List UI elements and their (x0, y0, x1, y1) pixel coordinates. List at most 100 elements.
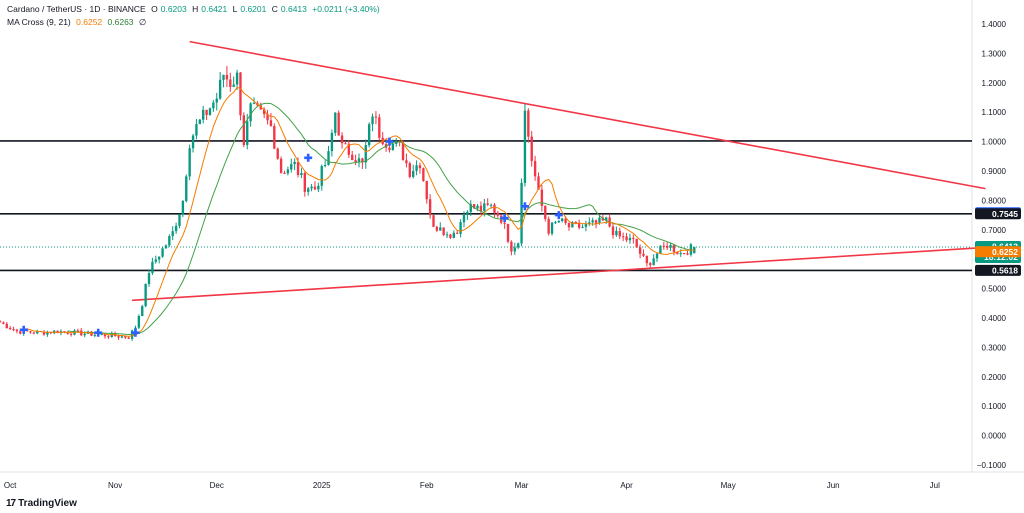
candle-body (195, 124, 198, 136)
candle-body (151, 261, 154, 274)
candle-body (449, 234, 452, 238)
candle-body (232, 84, 235, 87)
candle-body (185, 176, 188, 201)
tradingview-brand[interactable]: 17 TradingView (6, 498, 77, 509)
candle-body (117, 336, 120, 338)
high-label: H (192, 4, 199, 14)
candle-body (124, 336, 127, 338)
x-tick-label: Jul (930, 481, 940, 490)
candle-body (547, 218, 550, 234)
candle-body (422, 168, 425, 181)
low-value: 0.6201 (240, 4, 267, 14)
ma-cross-marker (500, 214, 509, 223)
price-tag-label: 0.5618 (992, 265, 1018, 275)
y-tick-label: 1.1000 (982, 108, 1007, 117)
candle-body (625, 236, 628, 241)
x-tick-label: Apr (620, 481, 633, 490)
candle-body (327, 151, 330, 165)
candle-body (307, 188, 310, 192)
price-tag-label: 0.6252 (992, 247, 1018, 257)
candle-body (533, 160, 537, 177)
candle-body (486, 203, 489, 205)
candle-body (523, 110, 527, 183)
candle-body (354, 160, 357, 163)
x-tick-label: 2025 (313, 481, 331, 490)
candle-body (550, 222, 554, 234)
indicator-name[interactable]: MA Cross (9, 21) (7, 17, 71, 27)
candle-body (12, 329, 15, 331)
candle-body (581, 226, 584, 228)
candle-body (405, 160, 408, 164)
ma-cross-marker (385, 137, 394, 146)
candle-body (571, 221, 574, 228)
candle-body (367, 124, 371, 146)
candle-body (425, 180, 428, 200)
candle-body (408, 163, 411, 177)
y-tick-label: 1.3000 (982, 49, 1007, 58)
y-tick-label: 0.4000 (982, 314, 1007, 323)
candle-body (378, 117, 381, 138)
candle-body (564, 218, 567, 224)
x-tick-label: Nov (108, 481, 122, 490)
ma-cross-marker (520, 202, 529, 211)
candle-body (252, 103, 256, 105)
candle-body (669, 245, 672, 248)
candle-body (83, 333, 86, 336)
candle-body (584, 224, 588, 227)
tradingview-logo-icon: 17 (6, 498, 16, 509)
trendline (132, 246, 986, 302)
candle-body (672, 245, 676, 253)
candle-body (283, 172, 286, 174)
brand-name: TradingView (18, 498, 77, 509)
candle-body (544, 205, 547, 219)
candle-body (577, 222, 581, 228)
candle-body (415, 165, 418, 172)
candle-body (527, 110, 530, 137)
candle-body (110, 333, 113, 338)
candle-body (679, 253, 682, 255)
candle-body (56, 330, 59, 334)
candle-body (229, 79, 232, 87)
candle-body (5, 323, 8, 329)
candle-body (530, 136, 533, 161)
x-tick-label: Jun (827, 481, 840, 490)
x-tick-label: Feb (420, 481, 434, 490)
candle-body (147, 273, 151, 284)
candle-body (15, 329, 19, 332)
candle-body (445, 234, 449, 236)
candle-body (242, 115, 246, 145)
candle-body (215, 98, 218, 103)
candle-body (174, 225, 178, 232)
candle-body (93, 334, 97, 336)
change-value: +0.0211 (+3.40%) (312, 4, 380, 14)
candle-body (218, 79, 222, 99)
candle-body (168, 236, 171, 246)
candle-body (459, 222, 462, 234)
candle-body (222, 74, 225, 80)
candle-body (19, 331, 22, 334)
candle-body (351, 154, 354, 161)
candle-body (90, 331, 93, 336)
y-tick-label: 1.0000 (982, 138, 1007, 147)
chart-legend-ohlc: Cardano / TetherUS · 1D · BINANCE O 0.620… (7, 4, 383, 14)
y-tick-label: 0.1000 (982, 402, 1007, 411)
candle-body (46, 332, 49, 335)
symbol-title[interactable]: Cardano / TetherUS · 1D · BINANCE (7, 4, 146, 14)
candle-body (290, 164, 293, 170)
candle-body (36, 331, 39, 334)
candle-body (262, 109, 266, 115)
y-tick-label: 0.0000 (982, 432, 1007, 441)
trendline (189, 40, 986, 190)
candle-body (293, 161, 296, 165)
candle-body (313, 186, 317, 190)
candle-body (598, 217, 601, 224)
candle-body (452, 232, 456, 238)
candle-body (273, 126, 276, 149)
price-tag-label: 0.7545 (992, 209, 1018, 219)
x-tick-label: May (721, 481, 736, 490)
candle-body (205, 109, 208, 116)
candle-body (496, 212, 500, 216)
candle-body (2, 322, 5, 324)
candle-body (666, 245, 669, 248)
